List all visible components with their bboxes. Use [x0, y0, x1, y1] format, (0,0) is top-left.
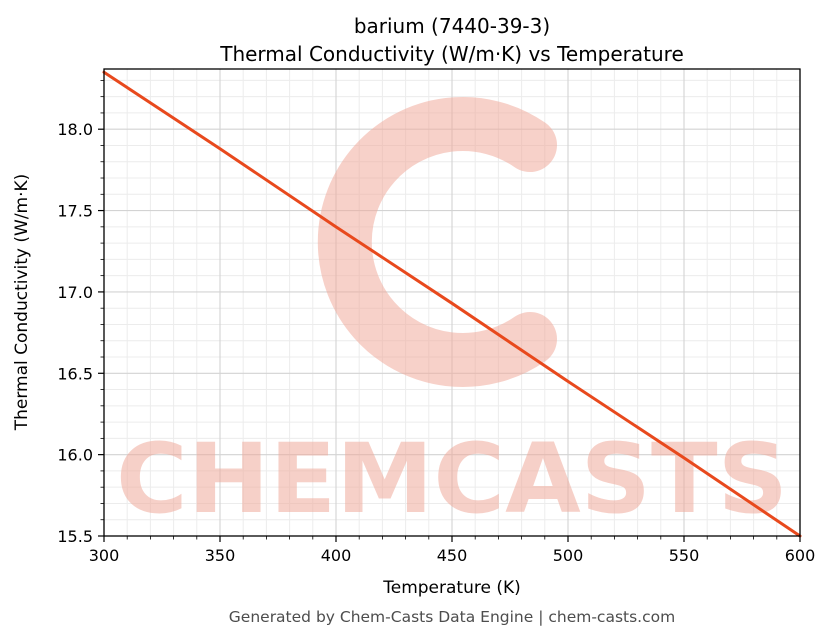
- chart-title: barium (7440-39-3) Thermal Conductivity …: [68, 12, 836, 69]
- chart-title-line1: barium (7440-39-3): [353, 14, 551, 38]
- watermark-text: CHEMCASTS: [116, 423, 788, 535]
- x-tick-label: 400: [321, 546, 352, 565]
- x-tick-label: 500: [553, 546, 584, 565]
- x-tick-label: 350: [205, 546, 236, 565]
- data-line: [102, 70, 802, 538]
- y-tick-label: 17.0: [57, 283, 93, 302]
- y-tick-label: 16.0: [57, 446, 93, 465]
- y-axis-label: Thermal Conductivity (W/m·K): [12, 173, 32, 431]
- watermark-c-logo-icon: [317, 97, 557, 387]
- x-tick-label: 300: [89, 546, 120, 565]
- chart-title-line2: Thermal Conductivity (W/m·K) vs Temperat…: [220, 42, 684, 67]
- x-tick-label: 450: [437, 546, 468, 565]
- footer-text: Generated by Chem-Casts Data Engine | ch…: [228, 608, 676, 626]
- y-tick-label: 15.5: [57, 527, 93, 546]
- y-tick-label: 17.5: [57, 202, 93, 221]
- x-tick-label: 550: [669, 546, 700, 565]
- y-tick-label: 18.0: [57, 120, 93, 139]
- y-tick-label: 16.5: [57, 364, 93, 383]
- x-tick-label: 600: [785, 546, 816, 565]
- x-axis-label: Temperature (K): [383, 578, 521, 598]
